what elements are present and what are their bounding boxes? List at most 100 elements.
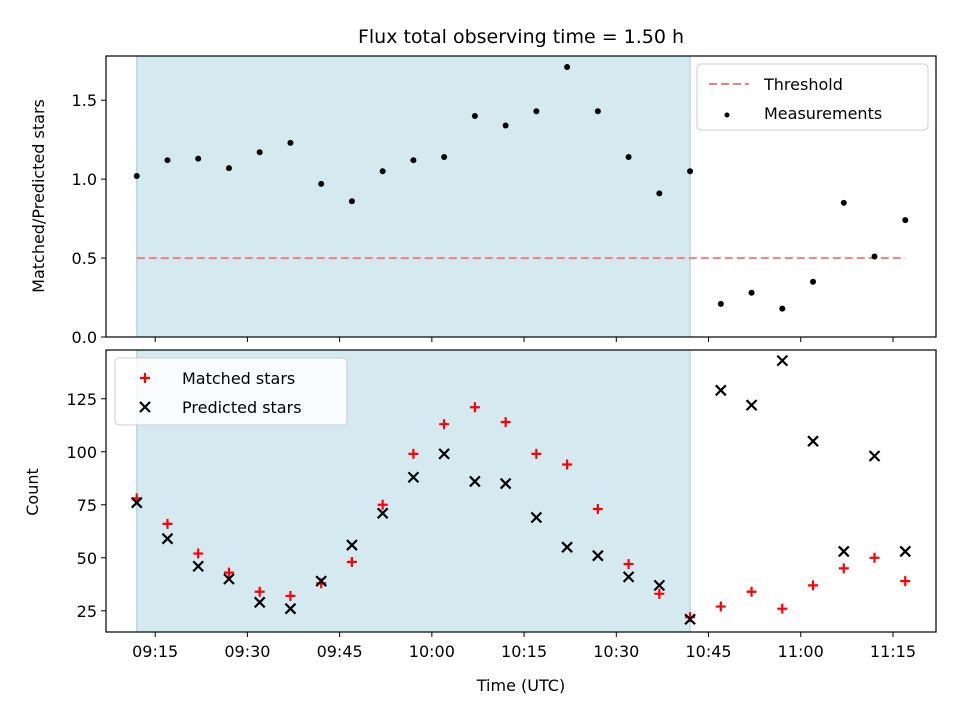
measurement-point [164, 157, 171, 164]
y-tick-label: 1.5 [72, 91, 97, 110]
predicted-stars-point [469, 475, 481, 488]
legend-box [696, 63, 929, 131]
x-tick-label: 11:15 [870, 642, 916, 661]
legend-box [114, 357, 348, 426]
predicted-stars-point [899, 545, 912, 558]
observing-window-band [136, 56, 691, 337]
matched-stars-point [746, 586, 757, 597]
measurement-point [441, 154, 448, 161]
matched-stars-point [439, 419, 450, 430]
count-panel: 25 50 75 100 125 09:15 09:30 09:45 10:00 10:15 10:… [66, 349, 937, 661]
matched-stars-point [654, 588, 665, 599]
matched-stars-point [162, 518, 173, 529]
predicted-stars-point [223, 573, 235, 585]
predicted-stars-point [407, 471, 420, 483]
predicted-stars-point [438, 448, 450, 460]
x-tick-label: 09:30 [224, 642, 270, 661]
measurement-point [717, 300, 724, 307]
measurement-point [656, 190, 663, 197]
measurement-point [348, 198, 355, 205]
measurement-point [902, 217, 909, 224]
predicted-stars-point [745, 399, 758, 411]
matched-stars-point [900, 576, 911, 587]
predicted-stars-point [561, 541, 573, 553]
legend-measurement-swatch [724, 112, 730, 118]
predicted-stars-point [838, 545, 850, 558]
matched-stars-point [193, 548, 204, 559]
predicted-stars-point [530, 511, 543, 524]
predicted-stars-point [192, 560, 204, 573]
measurement-point [471, 112, 478, 119]
predicted-stars-point [868, 450, 881, 462]
measurement-point [133, 172, 140, 179]
matched-stars-point [777, 603, 788, 614]
y-tick-label: 25 [77, 602, 97, 621]
predicted-stars-point [715, 384, 727, 397]
matched-stars-point [346, 557, 357, 568]
x-axis-label: Time (UTC) [476, 676, 565, 695]
matched-stars-point [808, 580, 819, 591]
measurement-point [533, 108, 540, 115]
y-tick-label: 1.0 [72, 170, 97, 189]
measurement-point [871, 253, 878, 260]
measurement-point [810, 278, 817, 285]
y-tick-label: 0.5 [72, 249, 97, 268]
predicted-stars-point [592, 549, 604, 562]
x-tick-label: 10:15 [501, 642, 547, 661]
y-axis-label-count: Count [23, 468, 42, 516]
x-tick-label: 09:15 [132, 642, 178, 661]
x-tick-label: 10:45 [685, 642, 731, 661]
measurement-point [594, 108, 601, 115]
predicted-stars-point [161, 532, 174, 545]
predicted-stars-point [346, 539, 358, 551]
measurement-point [840, 199, 847, 206]
predicted-stars-point [684, 613, 696, 626]
matched-stars-point [531, 448, 542, 459]
matched-stars-point [715, 601, 726, 612]
y-tick-label: 100 [66, 443, 97, 462]
legend: Matched stars Predicted stars [114, 357, 348, 426]
measurement-point [287, 139, 294, 146]
predicted-stars-point [622, 571, 635, 583]
legend: Threshold Measurements [696, 63, 929, 131]
matched-stars-point [500, 417, 511, 428]
predicted-stars-point [807, 435, 819, 447]
matched-stars-point [408, 448, 419, 459]
measurement-point [318, 180, 325, 187]
measurement-point [195, 155, 202, 162]
measurement-point [410, 157, 417, 164]
ratio-panel: 0.0 0.5 1.0 1.5 Threshold Measurements [72, 55, 937, 347]
predicted-stars-point [653, 579, 666, 592]
measurement-point [379, 168, 386, 175]
measurement-point [779, 305, 786, 312]
x-tick-label: 10:00 [409, 642, 455, 661]
matched-stars-point [623, 559, 634, 570]
y-tick-label: 50 [77, 549, 97, 568]
predicted-stars-point [376, 507, 389, 520]
measurement-point [225, 165, 232, 172]
matched-stars-point [838, 563, 849, 574]
predicted-stars-point [284, 602, 297, 615]
x-tick-label: 10:30 [593, 642, 639, 661]
matched-stars-point [562, 459, 573, 470]
legend-label: Threshold [763, 75, 843, 94]
predicted-stars-point [315, 575, 327, 587]
matched-stars-point [469, 402, 480, 413]
predicted-stars-point [499, 477, 512, 490]
measurement-point [687, 168, 694, 175]
y-tick-label: 0.0 [72, 328, 97, 347]
legend-predicted-swatch [139, 401, 151, 413]
predicted-stars-point [253, 596, 266, 609]
matched-stars-point [223, 567, 234, 578]
measurement-point [256, 149, 263, 156]
legend-label: Matched stars [182, 369, 295, 388]
legend-matched-swatch [140, 373, 150, 383]
axes-frame [105, 55, 937, 338]
legend-label: Measurements [764, 104, 882, 123]
y-tick-label: 75 [77, 496, 97, 515]
matched-stars-point [285, 590, 296, 601]
predicted-stars-point [130, 496, 143, 509]
legend-label: Predicted stars [182, 398, 302, 417]
x-tick-label: 09:45 [317, 642, 363, 661]
